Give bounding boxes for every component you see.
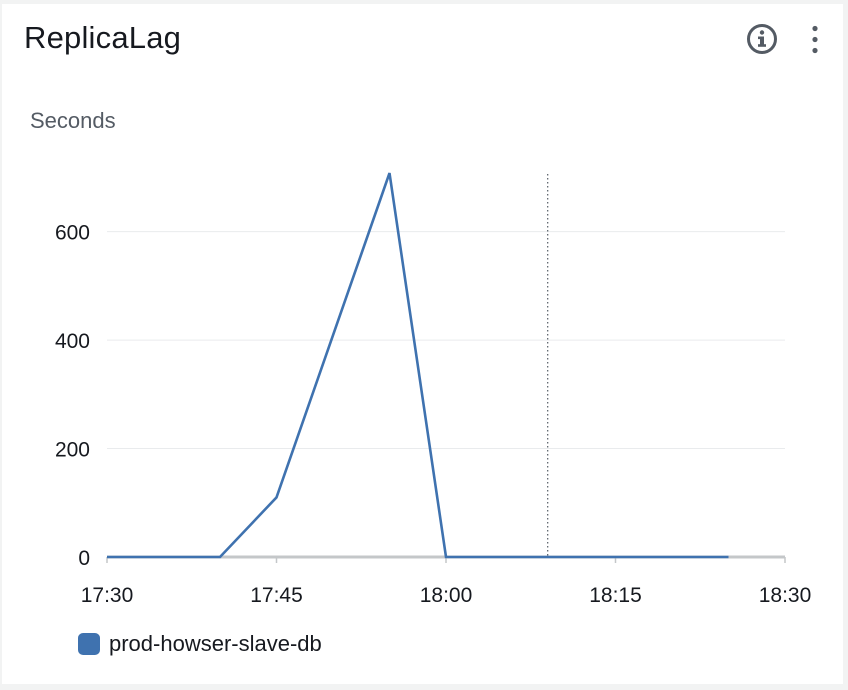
info-button[interactable] [744,21,780,57]
x-tick-label: 17:30 [81,584,134,607]
series-line-prod-howser-slave-db[interactable] [107,172,729,559]
chart-grid [107,231,785,559]
y-axis-ticks: 0 200 400 600 [55,222,90,570]
x-tick-label: 18:30 [759,584,812,607]
more-vertical-icon [812,25,818,54]
replica-lag-widget: ReplicaLag Seconds 0 200 400 600 17:30 17:45… [2,4,843,684]
x-axis-ticks: 17:30 17:45 18:00 18:15 18:30 [81,557,812,607]
line-chart[interactable]: 0 200 400 600 17:30 17:45 18:00 18:15 18:30 [2,4,843,624]
x-tick-label: 17:45 [250,584,303,607]
x-tick-label: 18:00 [420,584,473,607]
y-tick-label: 200 [55,439,90,462]
series-layer[interactable] [107,172,729,559]
widget-actions-menu-button[interactable] [800,21,830,57]
info-circle-icon [747,24,777,54]
legend-item-prod-howser-slave-db[interactable]: prod-howser-slave-db [78,630,322,658]
legend-label: prod-howser-slave-db [109,631,322,656]
y-tick-label: 400 [55,330,90,353]
y-tick-label: 600 [55,222,90,245]
y-tick-label: 0 [78,547,90,570]
x-tick-label: 18:15 [589,584,642,607]
y-axis-unit-label: Seconds [30,108,116,133]
legend-swatch [78,633,100,655]
widget-title: ReplicaLag [24,20,182,55]
